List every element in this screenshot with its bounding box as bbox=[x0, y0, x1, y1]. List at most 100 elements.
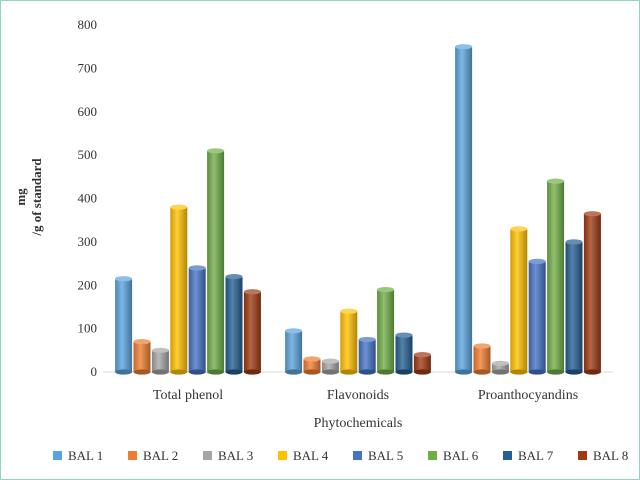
bar-base bbox=[395, 369, 413, 375]
bar-base bbox=[115, 369, 133, 375]
bar-cap bbox=[413, 352, 431, 358]
legend-item: BAL 6 bbox=[428, 448, 479, 463]
bar-cap bbox=[243, 289, 261, 295]
bar-cap bbox=[377, 286, 395, 293]
bar-cap bbox=[285, 328, 303, 334]
bar bbox=[243, 289, 261, 375]
bar-body bbox=[321, 361, 339, 372]
y-axis: 0 100 200 300 400 500 600 700 800 bbox=[78, 17, 98, 379]
bar-base bbox=[473, 369, 491, 375]
legend-swatch bbox=[128, 451, 137, 460]
bar-base bbox=[243, 369, 261, 375]
legend-item: BAL 3 bbox=[203, 448, 253, 463]
bar-body bbox=[395, 335, 413, 372]
legend-item: BAL 4 bbox=[278, 448, 329, 463]
bar-base bbox=[377, 369, 395, 375]
bar-base bbox=[510, 369, 528, 375]
bar-cap bbox=[583, 211, 601, 217]
bar-body bbox=[115, 278, 133, 372]
bar-base bbox=[358, 369, 376, 375]
y-axis-title: mg /g of standard bbox=[13, 158, 44, 237]
y-tick-label: 700 bbox=[78, 60, 98, 75]
y-tick-label: 600 bbox=[78, 104, 98, 119]
bar bbox=[133, 339, 151, 375]
bar bbox=[340, 308, 358, 375]
bar bbox=[583, 211, 601, 375]
bar-cap bbox=[170, 204, 188, 210]
bar-body bbox=[491, 363, 509, 372]
bar bbox=[188, 265, 206, 375]
bar-cap bbox=[321, 358, 339, 364]
bar-cap bbox=[510, 226, 528, 232]
bar-base bbox=[225, 369, 243, 375]
bar bbox=[547, 178, 565, 375]
bar-body bbox=[170, 207, 188, 372]
legend-swatch bbox=[278, 451, 287, 460]
bar-base bbox=[340, 369, 358, 375]
y-tick-label: 0 bbox=[91, 364, 98, 379]
bar bbox=[377, 286, 395, 375]
bar-base bbox=[413, 369, 431, 375]
bar-cap bbox=[151, 347, 169, 353]
bar bbox=[151, 347, 169, 375]
bar-cap bbox=[115, 276, 133, 282]
bar-cap bbox=[303, 356, 321, 362]
bar bbox=[207, 148, 225, 375]
y-tick-label: 800 bbox=[78, 17, 98, 32]
bar bbox=[491, 360, 509, 375]
bar bbox=[170, 204, 188, 375]
bar-base bbox=[491, 369, 509, 375]
legend-swatch bbox=[578, 451, 587, 460]
legend-label: BAL 1 bbox=[68, 448, 103, 463]
legend-item: BAL 1 bbox=[53, 448, 103, 463]
bar-body bbox=[151, 350, 169, 372]
legend-label: BAL 4 bbox=[293, 448, 329, 463]
bar-cap bbox=[528, 258, 546, 264]
bar-base bbox=[547, 369, 565, 375]
bar-cap bbox=[455, 44, 473, 50]
legend-item: BAL 2 bbox=[128, 448, 178, 463]
bar-body bbox=[455, 46, 473, 372]
bar-cap bbox=[491, 360, 509, 366]
bar-base bbox=[321, 369, 339, 375]
legend-swatch bbox=[203, 451, 212, 460]
legend-item: BAL 8 bbox=[578, 448, 628, 463]
y-axis-title-line2: /g of standard bbox=[29, 158, 44, 237]
bar bbox=[115, 276, 133, 375]
bar bbox=[455, 44, 473, 375]
bar-body bbox=[225, 276, 243, 372]
bar-cap bbox=[565, 239, 583, 245]
bar-cap bbox=[225, 273, 243, 280]
y-tick-label: 400 bbox=[78, 191, 98, 206]
legend-swatch bbox=[428, 451, 437, 460]
bar-body bbox=[565, 241, 583, 372]
bar-base bbox=[151, 369, 169, 375]
legend-swatch bbox=[53, 451, 62, 460]
legend-item: BAL 5 bbox=[353, 448, 403, 463]
legend-label: BAL 7 bbox=[518, 448, 554, 463]
bar-base bbox=[303, 369, 321, 375]
bar-base bbox=[583, 369, 601, 375]
bar-base bbox=[528, 369, 546, 375]
legend-label: BAL 2 bbox=[143, 448, 178, 463]
legend-label: BAL 8 bbox=[593, 448, 628, 463]
bar-cap bbox=[358, 336, 376, 343]
y-tick-label: 300 bbox=[78, 234, 98, 249]
x-axis: Total phenol Flavonoids Proanthocyandins bbox=[153, 388, 578, 403]
bar-body bbox=[340, 311, 358, 372]
bar-cap bbox=[473, 343, 491, 349]
bar-body bbox=[358, 339, 376, 372]
bar-cap bbox=[188, 265, 206, 271]
bar-base bbox=[188, 369, 206, 375]
bar-body bbox=[377, 289, 395, 372]
bar bbox=[285, 328, 303, 375]
bar-cap bbox=[395, 332, 413, 338]
bar bbox=[413, 352, 431, 375]
bar-body bbox=[243, 291, 261, 372]
bars bbox=[115, 44, 601, 375]
bar bbox=[358, 336, 376, 375]
bar-body bbox=[583, 213, 601, 372]
x-axis-title: Phytochemicals bbox=[314, 416, 403, 431]
